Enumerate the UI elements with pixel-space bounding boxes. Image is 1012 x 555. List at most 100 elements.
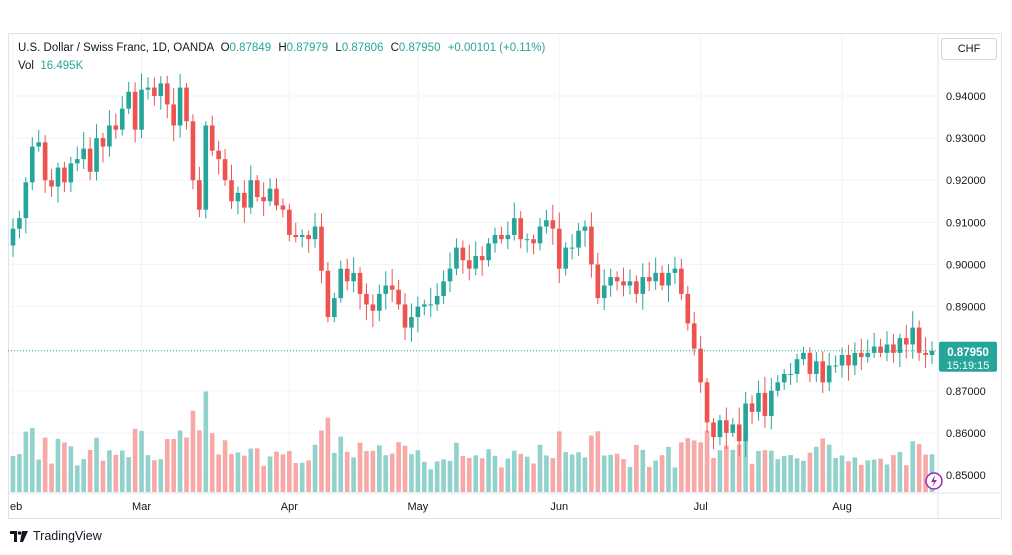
candle-body xyxy=(884,344,890,353)
volume-bar xyxy=(878,458,883,492)
candle-body xyxy=(280,205,286,210)
volume-bar xyxy=(724,445,729,492)
candle-body xyxy=(762,392,768,417)
candle-body xyxy=(473,256,479,269)
volume-bar xyxy=(736,444,742,492)
candle-body xyxy=(139,89,144,130)
tradingview-brand[interactable]: TradingView xyxy=(10,529,102,543)
legend-close-label: C xyxy=(390,42,399,54)
candle-body xyxy=(691,323,697,349)
candle-body xyxy=(235,192,241,202)
candle-body xyxy=(377,293,382,311)
volume-bar xyxy=(646,466,652,492)
candle-body xyxy=(646,277,652,282)
volume-bar xyxy=(248,448,254,492)
candle-body xyxy=(704,382,710,423)
volume-bar xyxy=(126,457,131,492)
candle-body xyxy=(518,218,524,240)
candle-body xyxy=(563,247,568,269)
volume-bar xyxy=(68,446,74,492)
candle-body xyxy=(929,350,935,355)
candle-body xyxy=(858,352,864,358)
volume-bar xyxy=(274,451,279,492)
candle-body xyxy=(679,268,684,294)
volume-bar xyxy=(441,459,446,492)
candle-body xyxy=(801,352,806,360)
volume-bar xyxy=(466,457,472,492)
candle-body xyxy=(743,403,748,442)
candle-body xyxy=(68,163,74,183)
legend-low-label: L xyxy=(335,42,342,54)
candle-body xyxy=(42,142,48,181)
currency-button[interactable]: CHF xyxy=(941,38,997,60)
volume-bar xyxy=(132,428,138,492)
x-tick-label: Aug xyxy=(832,501,852,513)
volume-bar xyxy=(415,450,421,492)
x-tick-label: Jun xyxy=(550,501,568,513)
price-axis[interactable]: 0.94000 0.93000 0.92000 0.91000 0.90000 0.890… xyxy=(946,91,986,482)
time-axis[interactable]: eb Mar Apr May Jun Jul Aug xyxy=(10,501,852,513)
candle-body xyxy=(569,247,575,249)
candle-body xyxy=(492,234,498,244)
y-tick-label: 0.89000 xyxy=(946,302,986,314)
candle-body xyxy=(177,87,183,126)
candle-body xyxy=(203,125,209,210)
volume-bar xyxy=(94,437,99,492)
candle-body xyxy=(865,352,871,358)
candle-body xyxy=(441,281,446,297)
candle-body xyxy=(576,230,581,248)
x-tick-label: Mar xyxy=(132,501,151,513)
candle-body xyxy=(338,268,344,299)
volume-bar xyxy=(672,467,678,492)
candle-body xyxy=(846,354,851,366)
volume-bar xyxy=(100,460,106,492)
volume-bar xyxy=(113,454,119,492)
volume-bar xyxy=(569,454,575,492)
candle-body xyxy=(17,218,22,229)
legend-open: 0.87849 xyxy=(229,42,272,54)
candle-body xyxy=(434,296,440,305)
candle-body xyxy=(871,346,877,353)
candle-body xyxy=(582,226,588,231)
lightning-alert-icon[interactable] xyxy=(925,472,943,490)
volume-bar xyxy=(659,455,665,492)
volume-bar xyxy=(447,460,453,492)
volume-bar xyxy=(884,464,890,492)
candle-body xyxy=(627,281,633,286)
volume-bar xyxy=(685,438,691,492)
candle-body xyxy=(601,285,607,299)
volume-bar xyxy=(505,458,511,492)
candle-body xyxy=(595,264,601,299)
x-tick-label: eb xyxy=(10,501,22,513)
volume-bar xyxy=(81,459,87,492)
candle-body xyxy=(653,272,658,282)
volume-bar xyxy=(216,454,221,492)
volume-bar xyxy=(139,430,144,492)
volume-bar xyxy=(634,444,639,492)
volume-bar xyxy=(357,442,363,492)
price-tag-bg xyxy=(939,341,997,372)
legend-change: +0.00101 (+0.11%) xyxy=(447,42,546,54)
candle-body xyxy=(589,226,594,265)
volume-bar xyxy=(627,466,633,492)
candle-body xyxy=(621,281,626,286)
candle-body xyxy=(222,159,228,181)
candle-body xyxy=(466,260,472,269)
volume-bar xyxy=(312,444,318,492)
volume-bar xyxy=(299,462,305,492)
candle-body xyxy=(447,268,453,282)
volume-bar xyxy=(209,433,215,492)
candle-body xyxy=(820,361,826,383)
y-tick-label: 0.92000 xyxy=(946,175,986,187)
chart-frame xyxy=(8,33,1002,519)
volume-bar xyxy=(434,461,440,492)
candle-body xyxy=(415,306,421,318)
y-tick-label: 0.87000 xyxy=(946,386,986,398)
volume-bar xyxy=(74,465,80,492)
candle-body xyxy=(524,239,530,241)
volume-bar xyxy=(87,449,93,492)
candle-body xyxy=(164,83,170,105)
volume-bar xyxy=(454,442,459,492)
volume-bar xyxy=(473,455,479,492)
